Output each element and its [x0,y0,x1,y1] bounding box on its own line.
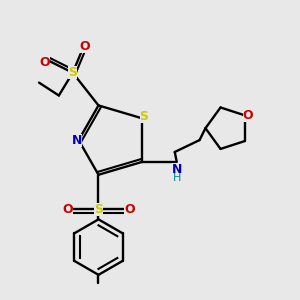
Text: S: S [140,110,148,123]
Text: N: N [172,163,182,176]
Text: O: O [79,40,90,53]
Text: S: S [94,203,103,216]
Text: O: O [62,203,73,216]
Text: H: H [172,173,181,183]
Text: O: O [124,203,134,216]
Text: O: O [40,56,50,69]
Text: O: O [243,109,253,122]
Text: S: S [68,66,77,79]
Text: N: N [71,134,82,147]
